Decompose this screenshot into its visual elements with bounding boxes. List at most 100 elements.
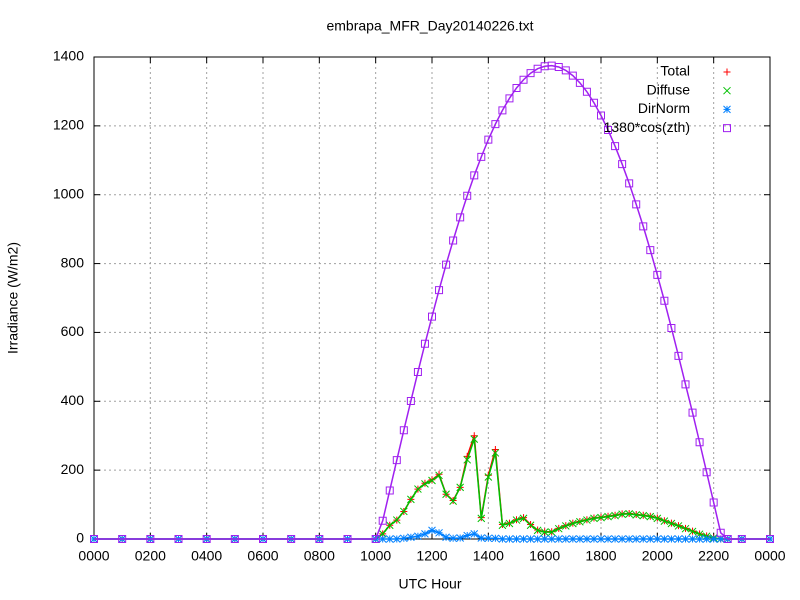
point <box>505 535 514 543</box>
point <box>688 408 697 417</box>
y-tick-label: 800 <box>61 254 85 270</box>
y-tick-label: 1000 <box>53 185 84 201</box>
x-tick-label: 0200 <box>135 548 166 564</box>
point <box>590 514 598 523</box>
point <box>407 495 415 504</box>
point <box>491 120 500 129</box>
point <box>442 260 451 269</box>
point <box>146 535 155 543</box>
point <box>470 432 478 440</box>
point <box>399 426 408 435</box>
point <box>512 535 521 543</box>
point <box>766 535 774 543</box>
point <box>688 527 697 536</box>
point <box>477 534 486 542</box>
point <box>568 535 577 543</box>
x-tick-label: 0600 <box>247 548 278 564</box>
point <box>428 526 436 535</box>
point <box>230 535 239 543</box>
point <box>611 535 619 543</box>
point <box>590 535 598 543</box>
point <box>604 535 612 543</box>
point <box>519 75 528 84</box>
point <box>583 535 591 543</box>
point <box>582 87 591 96</box>
y-tick-label: 400 <box>61 392 85 408</box>
point <box>533 64 542 73</box>
point <box>519 514 528 523</box>
point <box>653 535 662 543</box>
point <box>576 535 584 543</box>
point <box>259 535 267 543</box>
point <box>561 535 570 543</box>
point <box>399 534 408 543</box>
y-tick-label: 600 <box>61 323 85 339</box>
point <box>625 535 634 543</box>
point <box>512 516 521 524</box>
point <box>667 323 676 332</box>
point <box>442 533 450 542</box>
point <box>435 286 444 295</box>
point <box>695 535 704 543</box>
x-tick-label: 1000 <box>360 548 391 564</box>
point <box>681 524 690 533</box>
point <box>392 456 401 465</box>
point <box>597 513 605 522</box>
point <box>392 516 401 524</box>
point <box>491 445 499 453</box>
point <box>406 396 415 405</box>
point <box>674 522 683 530</box>
point <box>702 535 711 543</box>
point <box>547 528 556 536</box>
point <box>702 468 711 477</box>
point <box>737 535 746 543</box>
point <box>420 339 429 348</box>
series-trace <box>94 64 770 540</box>
point <box>618 535 626 543</box>
legend-marker <box>723 86 731 95</box>
point <box>449 497 457 505</box>
point <box>604 512 612 521</box>
point <box>674 535 683 543</box>
x-tick-label: 1800 <box>585 548 616 564</box>
point <box>604 125 613 134</box>
chart-title: embrapa_MFR_Day20140226.txt <box>326 18 533 34</box>
y-axis-label: Irradiance (W/m2) <box>5 242 21 354</box>
point <box>442 490 450 499</box>
point <box>421 480 429 488</box>
point <box>632 200 641 209</box>
x-tick-label: 0800 <box>304 548 335 564</box>
point <box>688 535 697 543</box>
point <box>653 514 662 523</box>
point <box>414 485 422 493</box>
point <box>639 535 648 543</box>
point <box>674 351 683 360</box>
point <box>477 152 486 161</box>
x-tick-label: 0000 <box>754 548 785 564</box>
x-tick-label: 1200 <box>416 548 447 564</box>
point <box>625 179 634 188</box>
point <box>646 535 655 543</box>
point <box>498 521 507 530</box>
point <box>660 296 669 305</box>
legend-marker <box>723 105 731 114</box>
point <box>625 510 634 518</box>
point <box>470 171 479 180</box>
point <box>695 438 704 447</box>
y-tick-label: 200 <box>61 461 85 477</box>
point <box>611 142 620 151</box>
point <box>484 473 493 481</box>
point <box>554 524 563 533</box>
legend-label: DirNorm <box>638 100 690 116</box>
point <box>484 135 493 144</box>
point <box>463 455 472 464</box>
x-tick-label: 0400 <box>191 548 222 564</box>
point <box>526 535 535 543</box>
legend-label: 1380*cos(zth) <box>604 119 690 135</box>
point <box>533 526 542 535</box>
point <box>315 535 324 543</box>
point <box>681 380 690 389</box>
point <box>385 486 394 495</box>
point <box>576 517 584 526</box>
